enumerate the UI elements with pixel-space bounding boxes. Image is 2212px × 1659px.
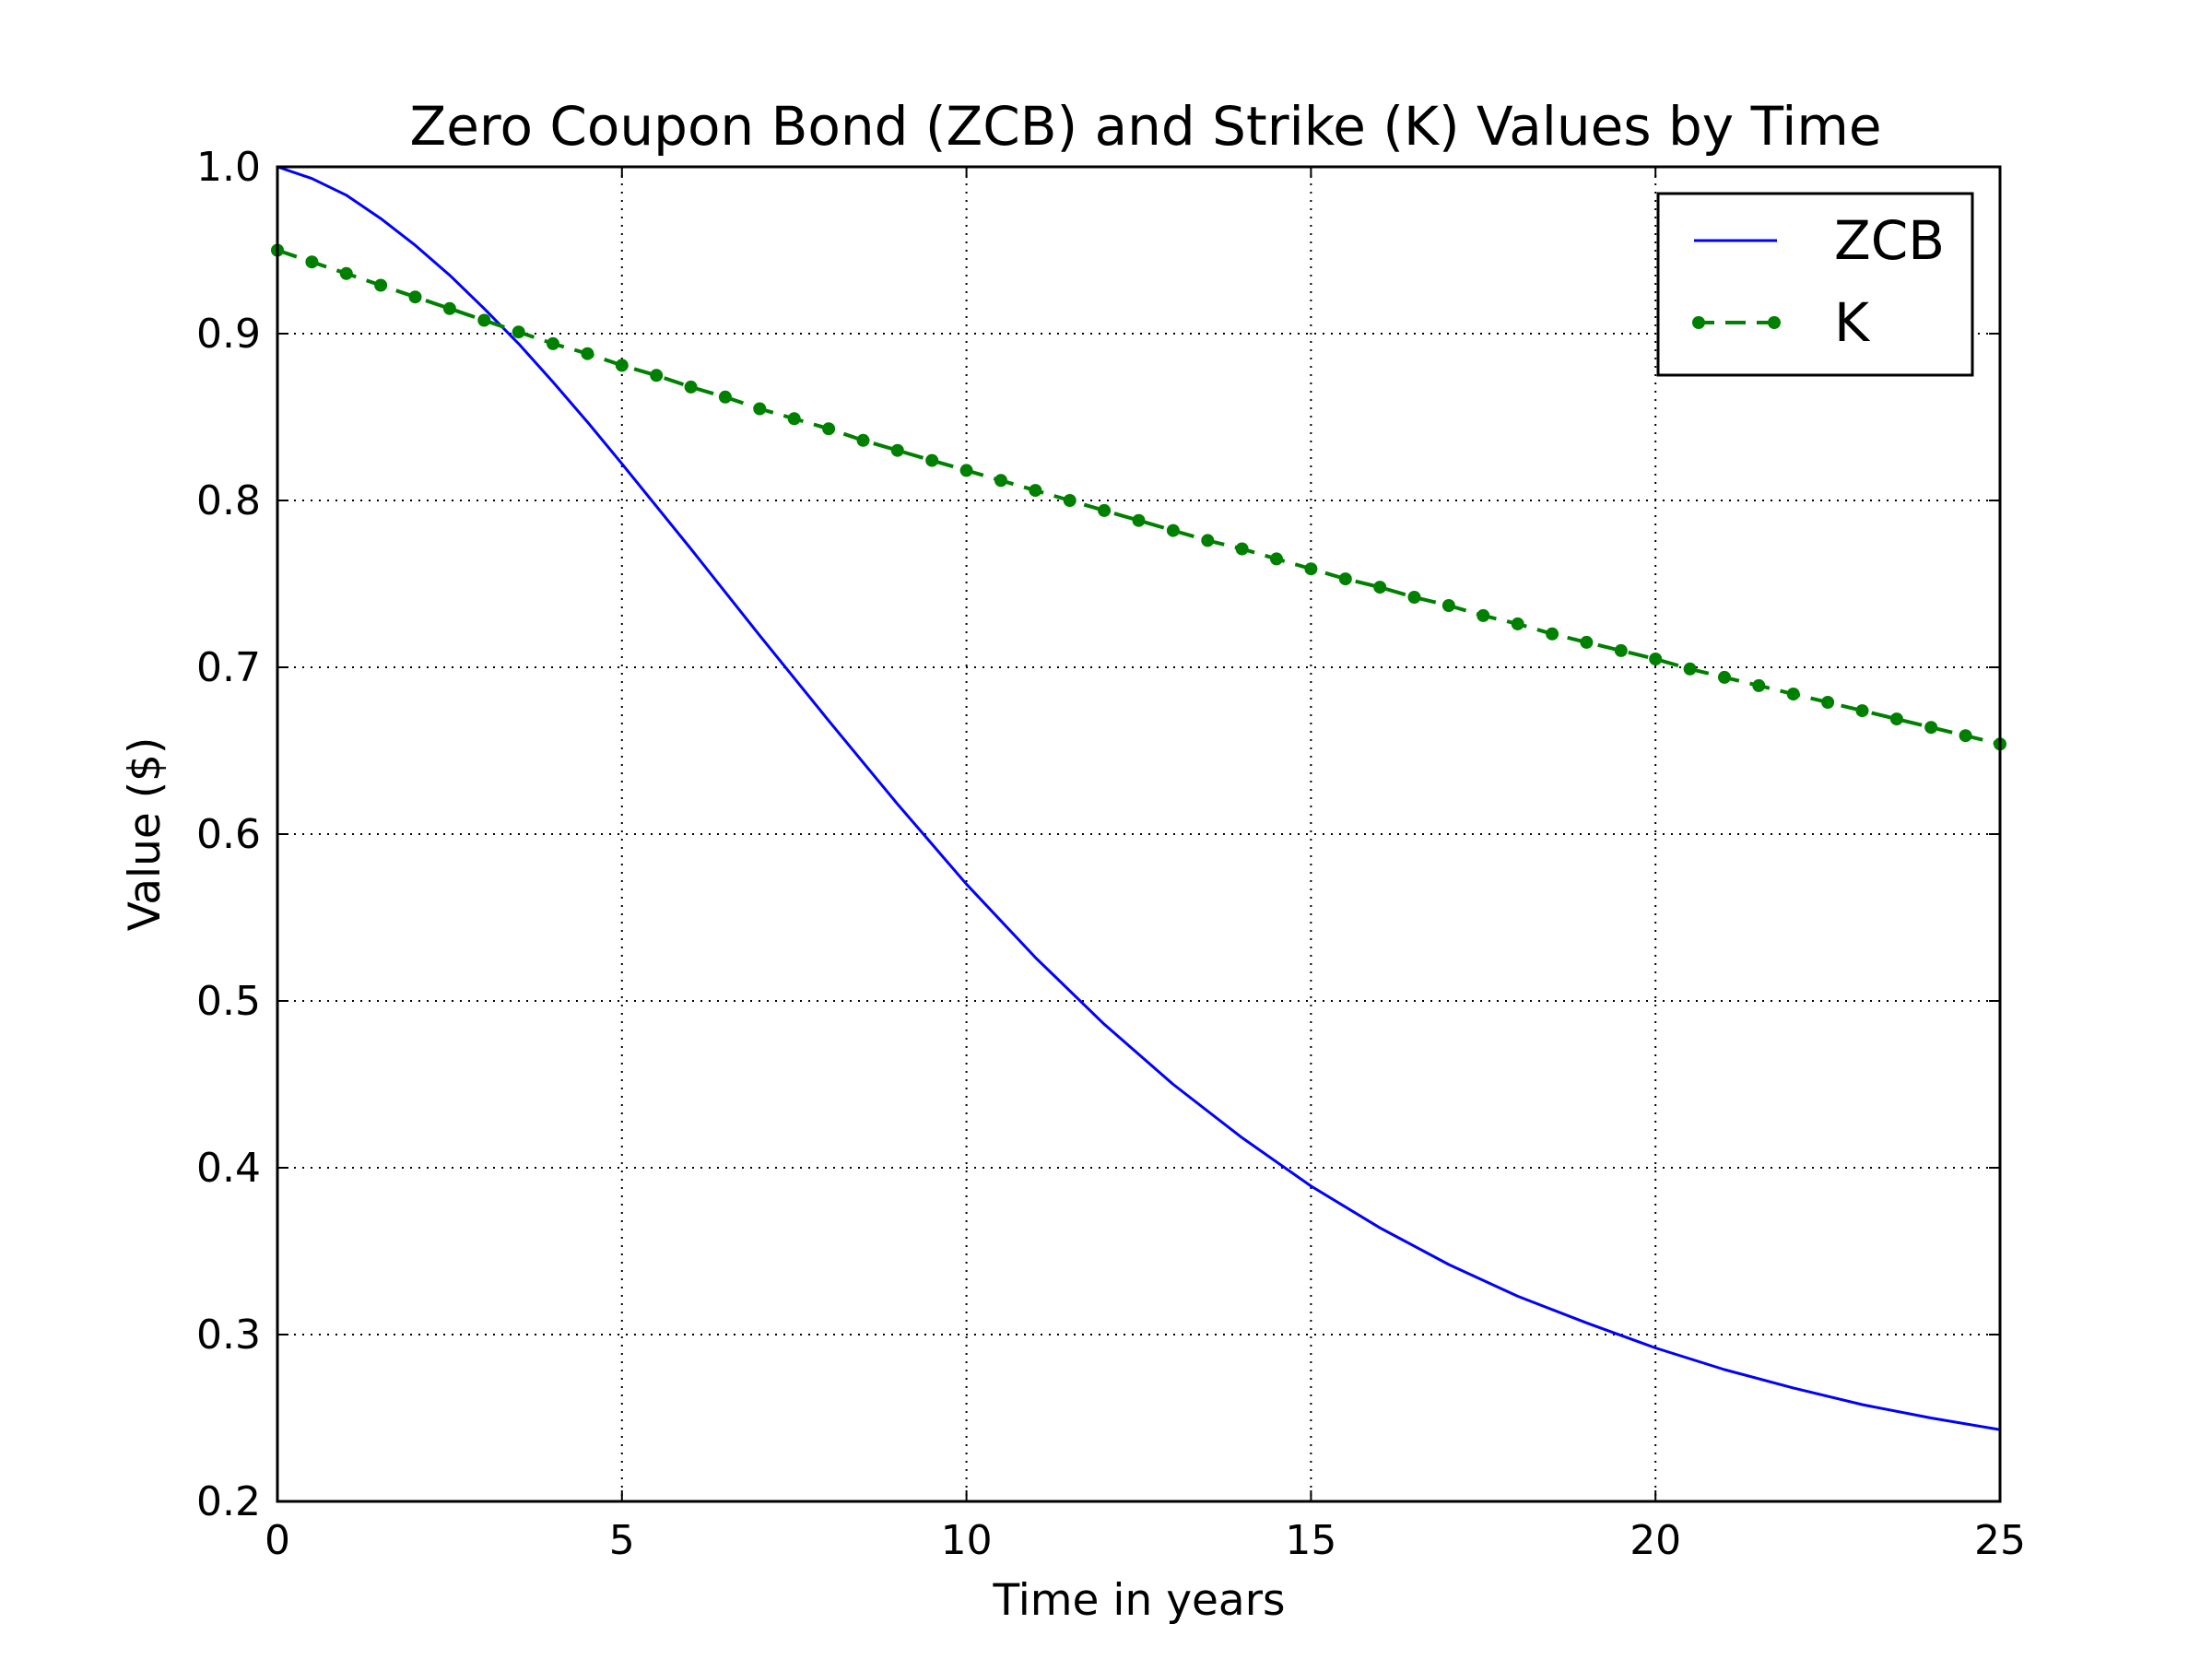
data-point-k [1855,704,1869,718]
x-tick-label: 15 [1285,1517,1336,1564]
data-point-k [1614,643,1628,657]
data-point-k [890,443,904,457]
y-tick-label: 0.4 [196,1145,261,1192]
legend-label-k: K [1834,291,1871,354]
data-point-k [1098,503,1112,517]
x-tick-label: 25 [1974,1517,2026,1564]
y-tick-label: 0.2 [196,1478,261,1525]
data-point-k [339,266,353,280]
y-tick-label: 0.7 [196,644,261,691]
data-point-k [615,359,629,372]
x-tick-label: 20 [1630,1517,1681,1564]
data-point-k [1718,670,1731,684]
data-point-k [547,336,559,350]
data-point-k [512,325,525,339]
data-point-k [1029,484,1042,498]
data-point-k [1821,696,1835,709]
data-point-k [1338,572,1352,586]
data-point-k [442,301,456,315]
data-point-k [1373,581,1387,594]
data-point-k [1649,653,1663,665]
y-tick-label: 0.3 [196,1312,261,1359]
legend-marker-k-right [1768,316,1781,329]
data-point-k [650,369,664,382]
data-point-k [1063,494,1077,507]
data-point-k [1959,729,1972,743]
data-point-k [1166,524,1180,537]
data-point-k [305,255,319,269]
data-point-k [1580,635,1594,649]
data-point-k [994,474,1007,488]
data-point-k [1924,721,1938,735]
data-point-k [1477,608,1490,622]
series-layer [271,165,2006,1431]
y-axis-label: Value ($) [120,737,171,932]
data-point-k [822,422,836,436]
data-point-k [581,347,594,360]
data-point-k [1546,627,1559,641]
data-point-k [1752,678,1766,692]
x-tick-label: 10 [941,1517,993,1564]
data-point-k [684,380,698,394]
data-point-k [1407,591,1421,604]
legend: ZCB K [1656,192,1974,377]
legend-frame [1656,192,1974,377]
legend-marker-k-left [1692,316,1705,329]
series-line-zcb [276,165,2001,1431]
data-point-k [1786,688,1800,700]
y-tick-label: 0.5 [196,978,261,1025]
data-point-k [1304,562,1318,576]
data-point-k [1511,617,1524,630]
data-point-k [477,313,491,327]
y-tick-label: 0.8 [196,477,261,524]
data-point-k [753,402,767,416]
data-point-k [1235,542,1249,556]
data-point-k [408,290,422,304]
data-point-k [1441,599,1455,612]
data-point-k [1132,513,1146,527]
y-tick-label: 0.9 [196,311,261,358]
data-point-k [925,453,939,467]
data-point-k [1889,712,1903,726]
chart-title: Zero Coupon Bond (ZCB) and Strike (K) Va… [409,95,1881,158]
data-point-k [718,390,732,404]
x-axis-label: Time in years [992,1575,1285,1626]
data-point-k [1270,552,1283,566]
data-point-k [1201,534,1215,547]
data-point-k [856,433,870,447]
y-tick-label: 1.0 [196,144,261,191]
data-point-k [374,278,388,292]
x-tick-label: 5 [609,1517,635,1564]
y-tick-label: 0.6 [196,811,261,858]
axis-ticks: 0 5 10 15 20 25 0.2 0.3 0.4 0.5 0.6 0.7 0.8 0.9 1.0 [196,144,2026,1564]
data-point-k [787,412,801,426]
x-tick-label: 0 [265,1517,290,1564]
data-point-k [959,464,973,477]
legend-label-zcb: ZCB [1834,209,1945,272]
data-point-k [1683,662,1697,676]
